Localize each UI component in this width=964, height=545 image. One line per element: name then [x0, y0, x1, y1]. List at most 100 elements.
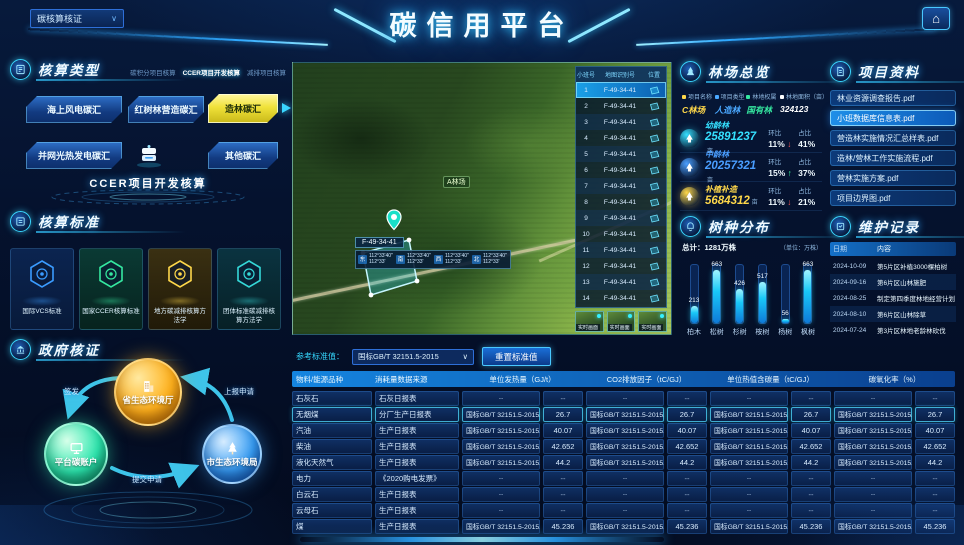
- file-item[interactable]: 营造林实施情况汇总样表.pdf: [830, 130, 956, 146]
- type-button-offshore-wind[interactable]: 海上风电碳汇: [26, 96, 122, 123]
- standard-select-cell[interactable]: 国标GB/T 32151.5-2015...: [834, 423, 912, 438]
- data-source: 生产日报表: [375, 487, 459, 502]
- standard-select-cell[interactable]: 国标GB/T 32151.5-2015...: [586, 439, 664, 454]
- standard-select-cell[interactable]: 国标GB/T 32151.5-2015...: [462, 455, 540, 470]
- plot-id: 3: [584, 118, 588, 126]
- standard-card-label: 地方碳减排核算方法学: [154, 308, 206, 324]
- type-tab[interactable]: CCER项目开发核算: [182, 70, 240, 77]
- standard-select-cell[interactable]: 国标GB/T 32151.5-2015...∨: [586, 407, 664, 422]
- camera-thumb[interactable]: 实时画面: [638, 311, 668, 332]
- calculator-icon: [10, 58, 31, 80]
- standard-hex-icon: [234, 259, 264, 294]
- standard-select-cell[interactable]: 国标GB/T 32151.5-2015...∨: [710, 407, 788, 422]
- standard-select-cell[interactable]: 国标GB/T 32151.5-2015...: [834, 455, 912, 470]
- standard-card[interactable]: 国际VCS标准: [10, 248, 74, 330]
- plot-row[interactable]: 6 F-49-34-41: [576, 162, 666, 178]
- plot-row[interactable]: 8 F-49-34-41: [576, 194, 666, 210]
- species-bar-chart: 213 柏木 663 松树 426 杉树 517 桉树 56 杨树 663 枫树: [684, 257, 818, 337]
- home-button[interactable]: ⌂: [922, 7, 950, 30]
- plot-row[interactable]: 5 F-49-34-41: [576, 146, 666, 162]
- maintenance-date: 2024-10-09: [833, 262, 867, 270]
- plot-shape-icon: [644, 118, 664, 127]
- standard-select-cell[interactable]: 国标GB/T 32151.5-2015...: [462, 423, 540, 438]
- type-button-mangrove[interactable]: 红树林营造碳汇: [128, 96, 204, 123]
- plot-row[interactable]: 2 F-49-34-41: [576, 98, 666, 114]
- map-view[interactable]: A林场 F-49-34-41 东 112°33'40" 112°33' 南 112°33…: [292, 62, 672, 335]
- file-item[interactable]: 项目边界图.pdf: [830, 190, 956, 206]
- type-button-csp[interactable]: 并网光热发电碳汇: [26, 142, 122, 169]
- standard-card[interactable]: 国家CCER核算标准: [79, 248, 143, 330]
- file-item[interactable]: 造林/营林工作实施流程.pdf: [830, 150, 956, 166]
- plot-row[interactable]: 11 F-49-34-41: [576, 242, 666, 258]
- standard-select-cell[interactable]: --: [834, 503, 912, 518]
- standard-card[interactable]: 团体标准碳减排核算方法学: [217, 248, 281, 330]
- standard-select-cell[interactable]: --: [834, 471, 912, 486]
- nav-select[interactable]: 碳核算核证 ∨: [30, 9, 124, 28]
- standard-select-cell[interactable]: 国标GB/T 32151.5-2015...: [586, 519, 664, 534]
- type-button-other[interactable]: 其他碳汇: [208, 142, 278, 169]
- standard-select-cell[interactable]: 国标GB/T 32151.5-2015...∨: [834, 407, 912, 422]
- maintenance-date: 2024-08-10: [833, 310, 867, 318]
- type-tab[interactable]: 碳积分项目核算: [130, 70, 176, 77]
- plot-code: F-49-34-41: [603, 182, 637, 190]
- ref-standard-select[interactable]: 国标GB/T 32151.5-2015 ∨: [352, 348, 474, 365]
- plot-row[interactable]: 4 F-49-34-41: [576, 130, 666, 146]
- plot-row[interactable]: 14 F-49-34-41: [576, 290, 666, 306]
- standard-select-cell[interactable]: 国标GB/T 32151.5-2015...: [710, 439, 788, 454]
- plot-id: 11: [582, 246, 590, 254]
- map-pin-icon[interactable]: [385, 209, 403, 236]
- standard-select-cell[interactable]: --: [586, 487, 664, 502]
- standard-select-cell[interactable]: --: [462, 391, 540, 406]
- bar-fill: [758, 282, 766, 323]
- plot-row[interactable]: 7 F-49-34-41: [576, 178, 666, 194]
- thumb-label: 实时画面: [607, 324, 632, 331]
- standard-select-cell[interactable]: --: [834, 487, 912, 502]
- standard-select-cell[interactable]: 国标GB/T 32151.5-2015...: [586, 423, 664, 438]
- standard-select-cell[interactable]: --: [710, 503, 788, 518]
- file-item[interactable]: 营林实施方案.pdf: [830, 170, 956, 186]
- standard-select-cell[interactable]: 国标GB/T 32151.5-2015...: [586, 455, 664, 470]
- standard-select-cell[interactable]: 国标GB/T 32151.5-2015...: [710, 423, 788, 438]
- file-item[interactable]: 小班数据库信息表.pdf: [830, 110, 956, 126]
- standard-select-cell[interactable]: 国标GB/T 32151.5-2015...: [834, 439, 912, 454]
- standard-select-cell[interactable]: --: [462, 503, 540, 518]
- standard-select-cell[interactable]: --: [462, 471, 540, 486]
- standard-select-cell[interactable]: 国标GB/T 32151.5-2015...: [710, 519, 788, 534]
- factor-value: --: [667, 503, 707, 518]
- standard-select-cell[interactable]: --: [710, 487, 788, 502]
- material-name: 电力: [292, 471, 372, 486]
- plot-row[interactable]: 10 F-49-34-41: [576, 226, 666, 242]
- standard-select-cell[interactable]: --: [586, 471, 664, 486]
- factor-value: --: [667, 391, 707, 406]
- standard-select-cell[interactable]: 国标GB/T 32151.5-2015...: [710, 455, 788, 470]
- reset-standard-button[interactable]: 重置标准值: [482, 347, 551, 366]
- standard-card[interactable]: 地方碳减排核算方法学: [148, 248, 212, 330]
- standard-select-cell[interactable]: --: [834, 391, 912, 406]
- standard-hex-icon: [96, 259, 126, 294]
- standard-select-cell[interactable]: 国标GB/T 32151.5-2015...∨: [462, 407, 540, 422]
- bar-fill: [804, 270, 812, 323]
- standard-select-cell[interactable]: --: [586, 391, 664, 406]
- standard-select-cell[interactable]: 国标GB/T 32151.5-2015...: [834, 519, 912, 534]
- plot-row[interactable]: 12 F-49-34-41: [576, 258, 666, 274]
- standard-select-cell[interactable]: --: [586, 503, 664, 518]
- bar-category: 松树: [709, 329, 724, 336]
- standard-select-cell[interactable]: 国标GB/T 32151.5-2015...: [462, 439, 540, 454]
- maintenance-content: 第6片区山林除草: [877, 312, 927, 319]
- plot-row[interactable]: 1 F-49-34-41: [576, 82, 666, 98]
- type-button-afforestation[interactable]: 造林碳汇: [208, 94, 278, 123]
- file-item[interactable]: 林业资源调查报告.pdf: [830, 90, 956, 106]
- plot-row[interactable]: 9 F-49-34-41: [576, 210, 666, 226]
- tooltip-coord: 南 112°33'40" 112°33': [396, 253, 432, 266]
- factor-value: 26.7: [543, 407, 583, 422]
- standard-select-cell[interactable]: --: [710, 391, 788, 406]
- standard-select-cell[interactable]: --: [462, 487, 540, 502]
- standard-select-cell[interactable]: --: [710, 471, 788, 486]
- plot-row[interactable]: 3 F-49-34-41: [576, 114, 666, 130]
- camera-thumb[interactable]: 实时画面: [575, 311, 604, 332]
- standard-select-cell[interactable]: 国标GB/T 32151.5-2015...: [462, 519, 540, 534]
- plot-row[interactable]: 13 F-49-34-41: [576, 274, 666, 290]
- camera-thumb[interactable]: 实时画面: [606, 311, 636, 332]
- type-tab[interactable]: 减排项目核算: [247, 70, 286, 77]
